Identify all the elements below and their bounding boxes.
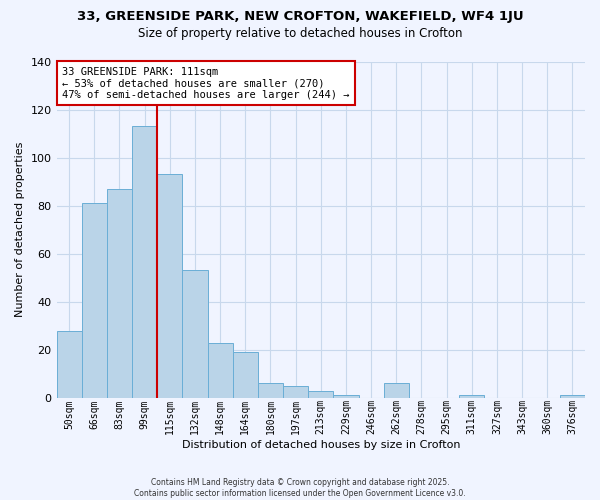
Bar — [560, 396, 585, 398]
Bar — [258, 384, 283, 398]
Bar — [132, 126, 157, 398]
Text: Contains HM Land Registry data © Crown copyright and database right 2025.
Contai: Contains HM Land Registry data © Crown c… — [134, 478, 466, 498]
Bar — [308, 390, 334, 398]
Bar — [334, 396, 359, 398]
Bar — [383, 384, 409, 398]
Bar — [233, 352, 258, 398]
Text: Size of property relative to detached houses in Crofton: Size of property relative to detached ho… — [138, 28, 462, 40]
Text: 33 GREENSIDE PARK: 111sqm
← 53% of detached houses are smaller (270)
47% of semi: 33 GREENSIDE PARK: 111sqm ← 53% of detac… — [62, 66, 349, 100]
Bar — [157, 174, 182, 398]
Bar — [82, 203, 107, 398]
Bar — [283, 386, 308, 398]
Bar — [56, 330, 82, 398]
Bar — [107, 189, 132, 398]
Bar — [208, 342, 233, 398]
Y-axis label: Number of detached properties: Number of detached properties — [15, 142, 25, 318]
X-axis label: Distribution of detached houses by size in Crofton: Distribution of detached houses by size … — [182, 440, 460, 450]
Text: 33, GREENSIDE PARK, NEW CROFTON, WAKEFIELD, WF4 1JU: 33, GREENSIDE PARK, NEW CROFTON, WAKEFIE… — [77, 10, 523, 23]
Bar — [459, 396, 484, 398]
Bar — [182, 270, 208, 398]
